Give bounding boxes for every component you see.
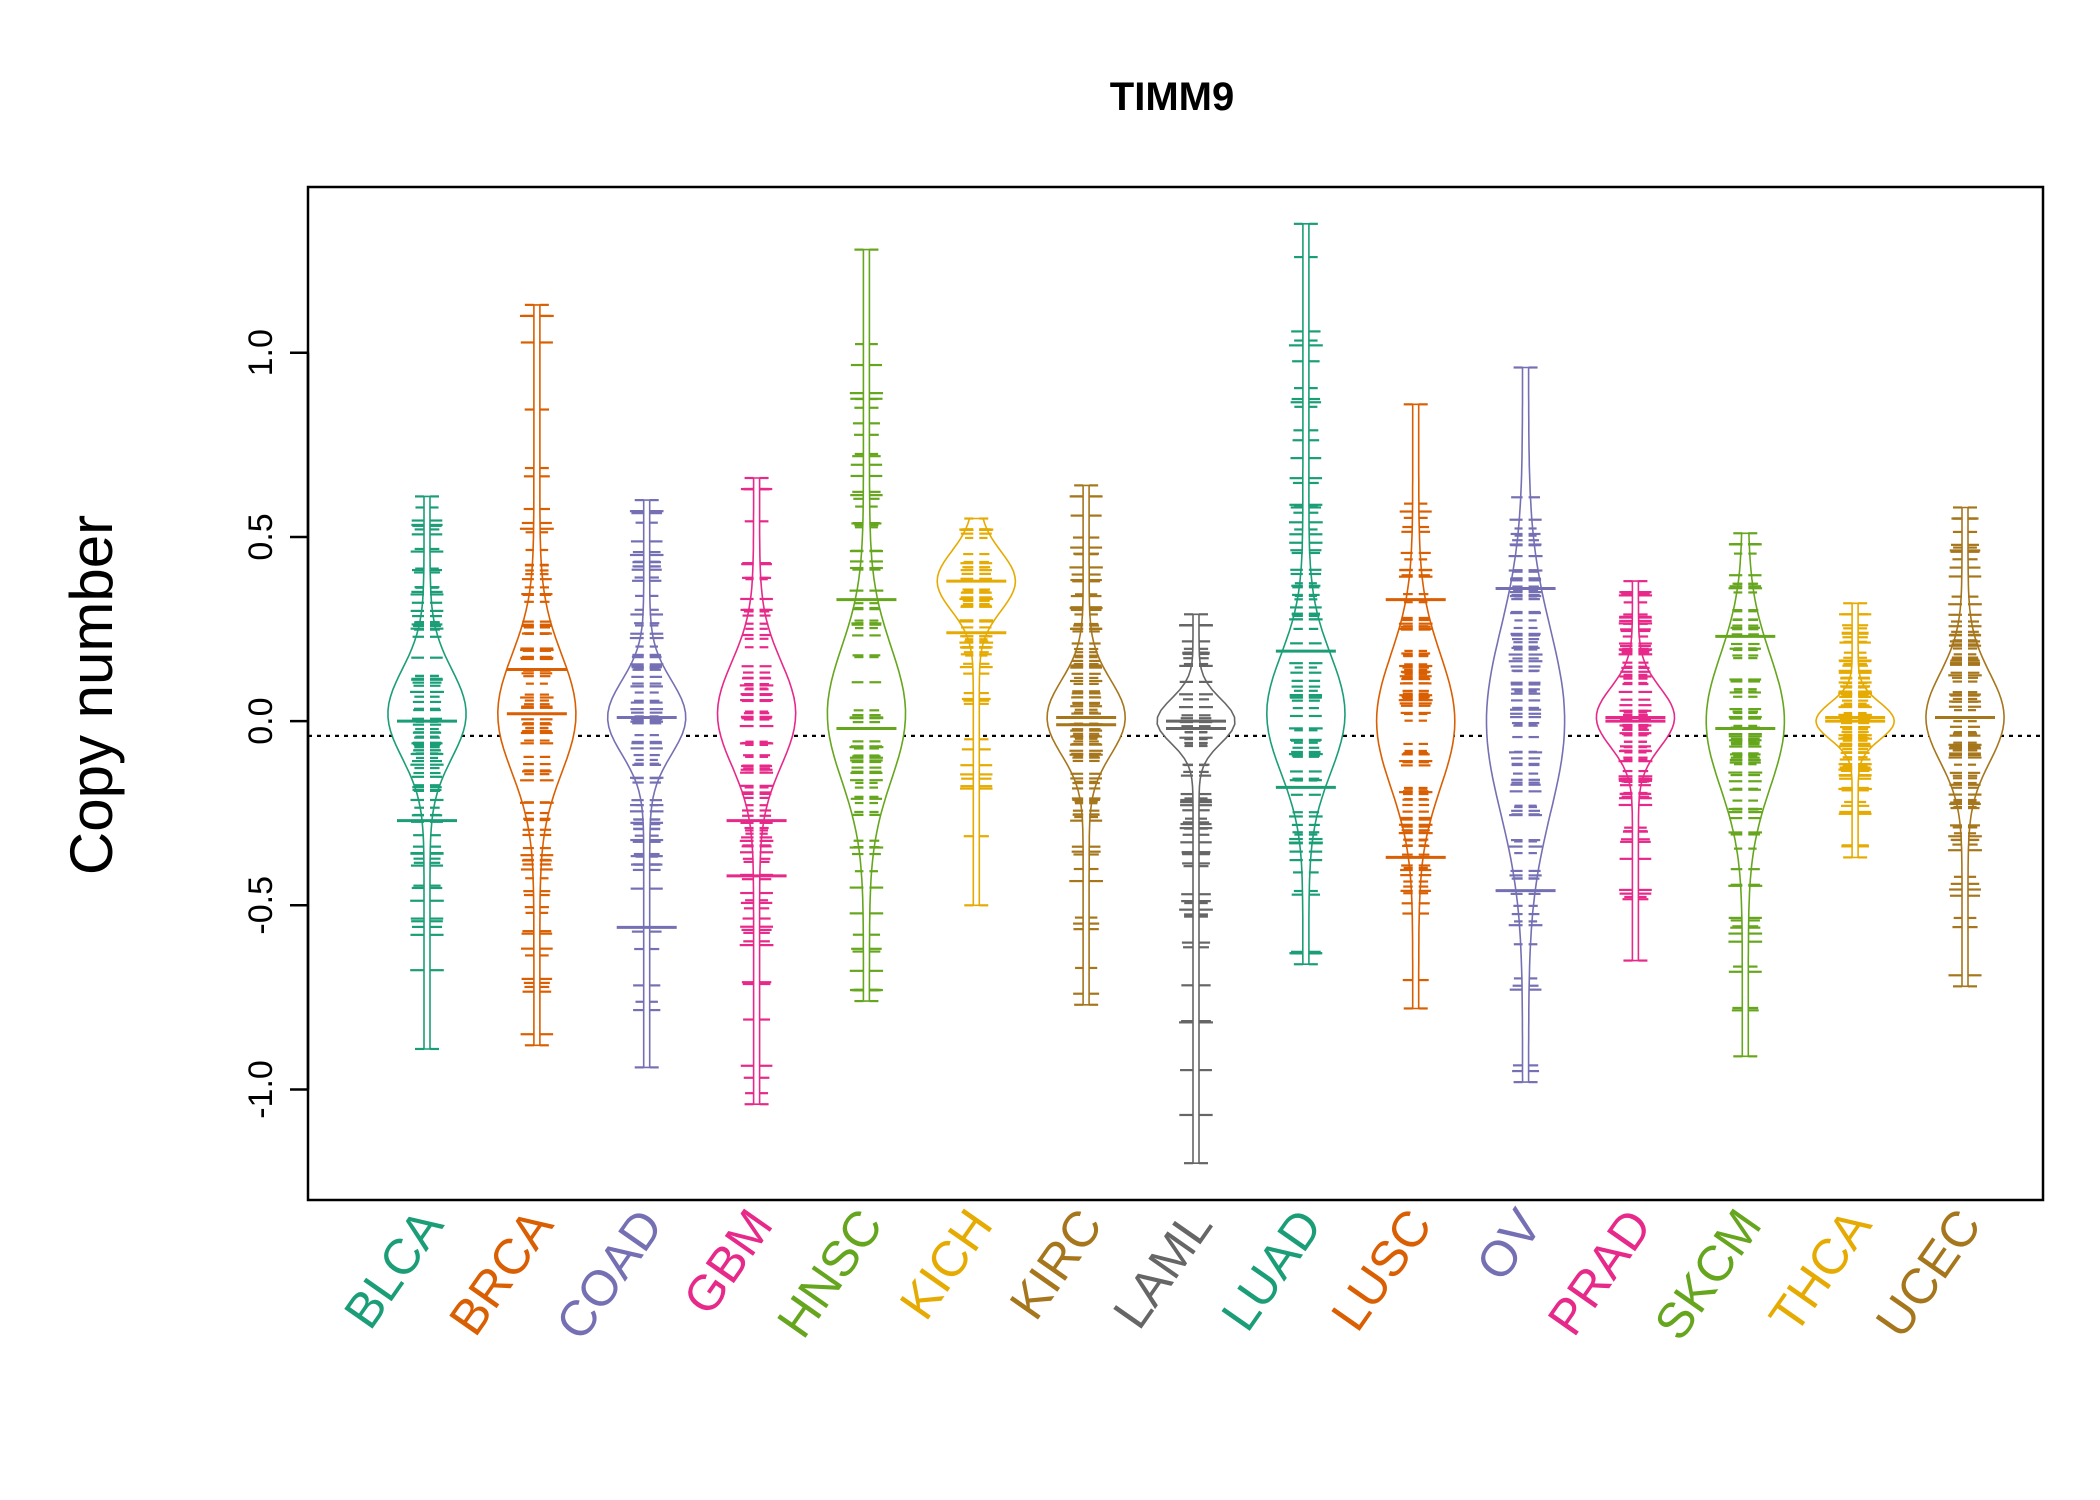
bean-prad [1595,580,1676,962]
bean-density-outline [1705,532,1786,1058]
bean-ucec [1925,506,2005,988]
bean-lusc [1375,403,1456,1010]
x-tick-label-kich: KICH [889,1199,1003,1329]
bean-density-outline [1375,403,1456,1010]
bean-density-outline [1265,223,1346,965]
bean-gbm [716,476,797,1106]
bean-kirc [1046,484,1127,1006]
bean-density-outline [1815,602,1896,859]
bean-density-outline [387,495,467,1050]
x-tick-label-prad: PRAD [1537,1199,1663,1345]
x-tick-label-gbm: GBM [672,1199,783,1324]
bean-density-outline [826,248,907,1002]
y-axis: -1.0 -0.5 0.0 0.5 1.0 [242,329,310,1119]
bean-density-outline [606,499,687,1069]
y-tick-label: -0.5 [242,876,280,935]
bean-density-outline [496,304,577,1047]
x-tick-label-kirc: KIRC [999,1199,1113,1329]
bean-laml [1156,613,1236,1165]
bean-coad [606,499,687,1069]
bean-skcm [1705,532,1786,1058]
bean-density-outline [1156,613,1236,1164]
bean-hnsc [826,248,907,1003]
x-tick-label-brca: BRCA [438,1199,564,1345]
x-tick-label-ov: OV [1465,1199,1553,1291]
chart-title: TIMM9 [1110,75,1234,119]
bean-ov [1485,366,1566,1084]
beans-group [387,222,2005,1165]
x-tick-label-ucec: UCEC [1865,1199,1992,1347]
bean-density-outline [1485,366,1566,1083]
bean-density-outline [1046,484,1127,1006]
bean-density-outline [1925,506,2005,988]
bean-thca [1815,602,1896,859]
y-tick-label: 0.0 [242,697,280,744]
x-tick-label-blca: BLCA [333,1199,454,1339]
x-tick-label-luad: LUAD [1210,1199,1332,1340]
x-tick-label-lusc: LUSC [1320,1199,1442,1340]
y-tick-label: 0.5 [242,513,280,560]
bean-blca [387,495,467,1051]
y-axis-label: Copy number [58,515,125,875]
y-tick-label: -1.0 [242,1060,280,1119]
x-tick-label-coad: COAD [545,1199,674,1349]
bean-kich [936,517,1017,907]
x-tick-label-skcm: SKCM [1644,1199,1773,1349]
x-tick-label-laml: LAML [1102,1199,1223,1338]
x-tick-label-thca: THCA [1758,1199,1882,1343]
x-tick-label-hnsc: HNSC [766,1199,893,1347]
bean-density-outline [716,477,797,1105]
bean-brca [496,303,577,1047]
bean-density-outline [1595,580,1676,962]
y-tick-label: 1.0 [242,329,280,376]
bean-density-outline [936,517,1017,907]
bean-luad [1265,222,1346,966]
